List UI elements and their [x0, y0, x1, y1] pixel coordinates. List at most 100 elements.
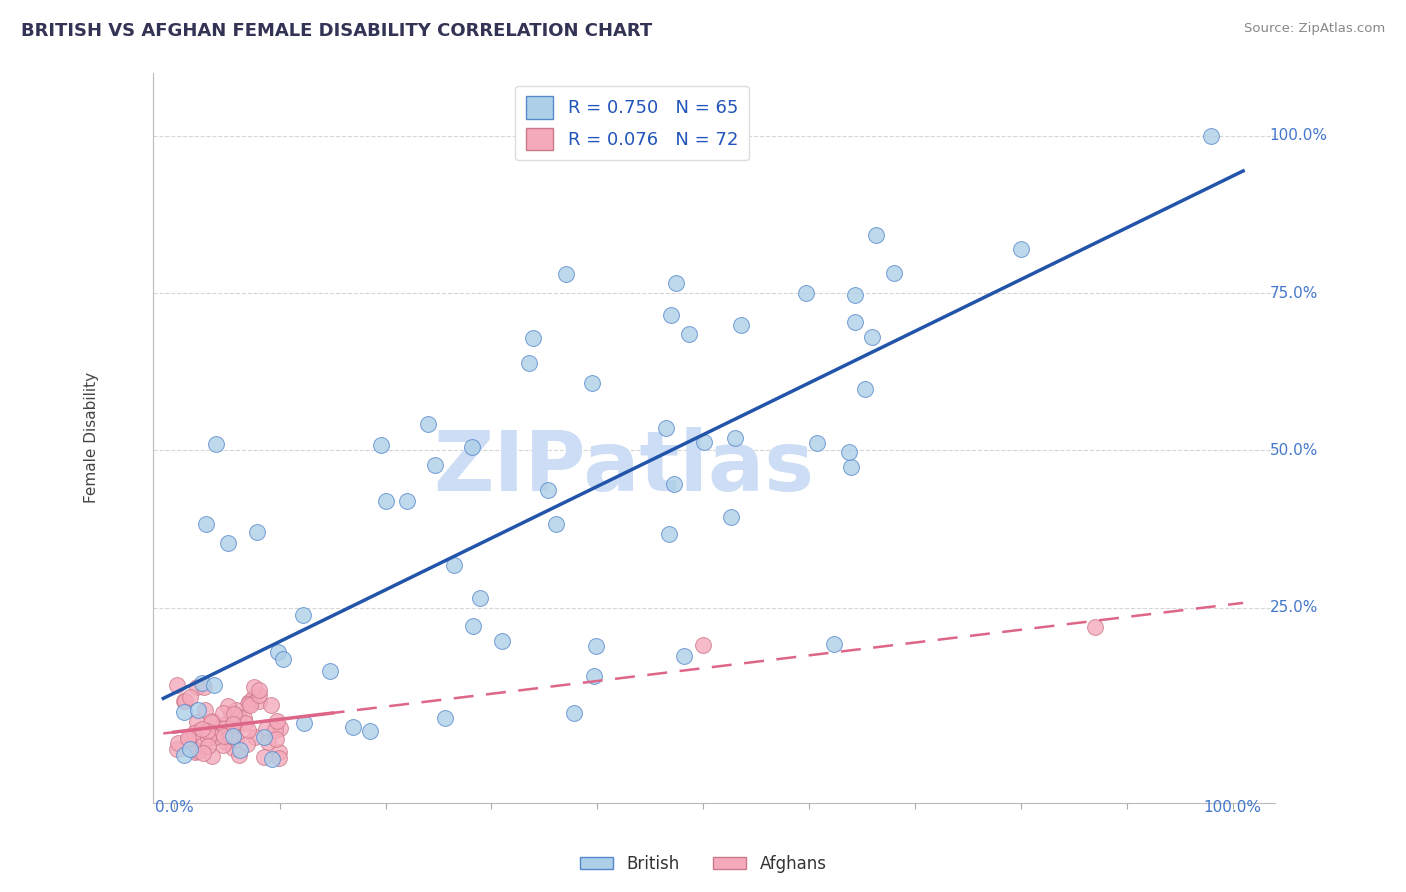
Point [554, 267, 576, 281]
Point [247, 683, 270, 698]
Point [844, 288, 866, 302]
Point [491, 633, 513, 648]
Point [672, 648, 695, 663]
Point [1010, 242, 1032, 256]
Point [654, 421, 676, 435]
Point [724, 431, 747, 445]
Point [179, 690, 201, 704]
Text: BRITISH VS AFGHAN FEMALE DISABILITY CORRELATION CHART: BRITISH VS AFGHAN FEMALE DISABILITY CORR… [21, 22, 652, 40]
Point [173, 694, 195, 708]
Text: 100.0%: 100.0% [1204, 800, 1261, 815]
Point [678, 326, 700, 341]
Point [658, 527, 681, 541]
Point [461, 619, 484, 633]
Point [292, 716, 315, 731]
Point [222, 721, 245, 735]
Point [193, 746, 215, 760]
Point [225, 731, 247, 746]
Point [370, 438, 392, 452]
Point [195, 724, 218, 739]
Point [217, 535, 239, 549]
Point [233, 715, 256, 730]
Point [537, 483, 560, 497]
Text: Source: ZipAtlas.com: Source: ZipAtlas.com [1244, 22, 1385, 36]
Point [263, 723, 285, 737]
Point [179, 742, 201, 756]
Point [243, 730, 266, 744]
Point [243, 680, 266, 694]
Point [517, 356, 540, 370]
Point [202, 678, 225, 692]
Point [264, 732, 287, 747]
Point [183, 741, 205, 756]
Point [228, 747, 250, 762]
Point [204, 437, 226, 451]
Text: Female Disability: Female Disability [83, 372, 98, 503]
Text: 25.0%: 25.0% [1270, 600, 1317, 615]
Point [269, 745, 291, 759]
Point [222, 718, 245, 732]
Point [200, 714, 222, 729]
Legend: British, Afghans: British, Afghans [572, 848, 834, 880]
Point [425, 458, 447, 473]
Point [253, 730, 276, 744]
Point [853, 382, 876, 396]
Point [177, 733, 200, 747]
Point [433, 711, 456, 725]
Point [416, 417, 439, 432]
Point [562, 706, 585, 721]
Point [166, 678, 188, 692]
Point [174, 694, 197, 708]
Point [246, 525, 269, 540]
Point [166, 736, 188, 750]
Point [269, 721, 291, 735]
Point [215, 735, 238, 749]
Point [883, 266, 905, 280]
Point [662, 477, 685, 491]
Point [212, 729, 235, 743]
Point [236, 737, 259, 751]
Point [522, 330, 544, 344]
Point [585, 639, 607, 653]
Point [838, 445, 860, 459]
Point [222, 729, 245, 743]
Point [236, 697, 259, 711]
Point [794, 285, 817, 300]
Point [222, 707, 245, 722]
Point [720, 509, 742, 524]
Point [219, 706, 242, 720]
Point [468, 591, 491, 605]
Point [730, 318, 752, 333]
Point [191, 675, 214, 690]
Point [342, 721, 364, 735]
Point [184, 745, 207, 759]
Point [233, 711, 256, 725]
Point [173, 748, 195, 763]
Point [228, 710, 250, 724]
Point [187, 703, 209, 717]
Point [1201, 128, 1223, 143]
Point [292, 608, 315, 623]
Point [267, 751, 290, 765]
Point [581, 376, 603, 390]
Point [187, 723, 209, 738]
Point [214, 721, 236, 735]
Point [839, 460, 862, 475]
Point [266, 714, 288, 729]
Point [238, 695, 260, 709]
Point [865, 228, 887, 243]
Point [201, 749, 224, 764]
Point [212, 706, 235, 721]
Point [374, 493, 396, 508]
Point [187, 744, 209, 758]
Point [844, 315, 866, 329]
Point [257, 735, 280, 749]
Point [212, 718, 235, 732]
Point [583, 668, 606, 682]
Point [247, 688, 270, 702]
Point [236, 723, 259, 737]
Point [183, 726, 205, 740]
Point [862, 330, 884, 344]
Text: ZIPatlas: ZIPatlas [433, 426, 814, 508]
Point [228, 743, 250, 757]
